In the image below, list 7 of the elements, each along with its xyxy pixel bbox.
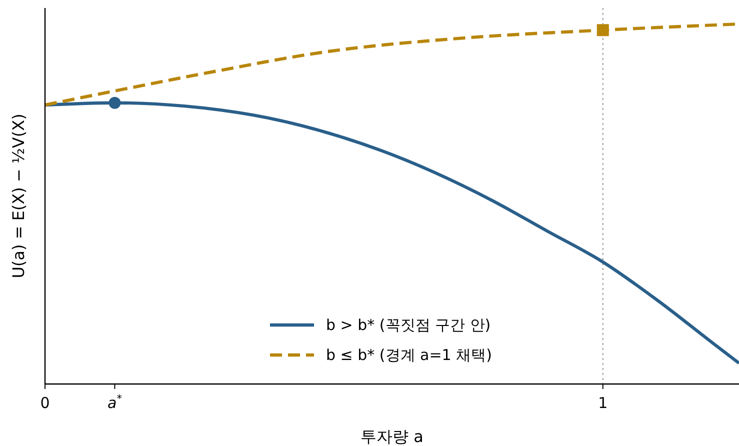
y-axis-title: U(a) = E(X) − ½V(X) (9, 114, 28, 278)
x-tick-label: 0 (40, 394, 50, 412)
x-tick-label: a$^{*}$ (108, 393, 122, 412)
legend-label: b > b* (꼭짓점 구간 안) (326, 316, 491, 334)
legend-label: b ≤ b* (경계 a=1 채택) (326, 346, 492, 364)
x-tick-label: 1 (598, 394, 608, 412)
x-axis-title: 투자량 a (360, 427, 424, 446)
